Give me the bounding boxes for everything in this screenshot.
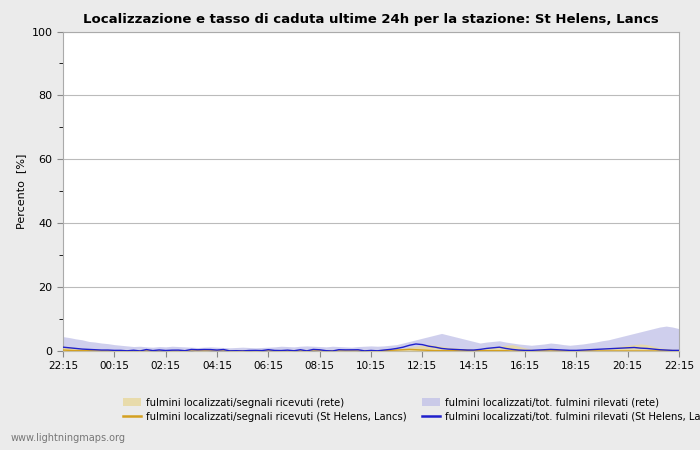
Text: www.lightningmaps.org: www.lightningmaps.org [10, 433, 125, 443]
Y-axis label: Percento  [%]: Percento [%] [16, 153, 26, 229]
Title: Localizzazione e tasso di caduta ultime 24h per la stazione: St Helens, Lancs: Localizzazione e tasso di caduta ultime … [83, 13, 659, 26]
Legend: fulmini localizzati/segnali ricevuti (rete), fulmini localizzati/segnali ricevut: fulmini localizzati/segnali ricevuti (re… [123, 397, 700, 422]
